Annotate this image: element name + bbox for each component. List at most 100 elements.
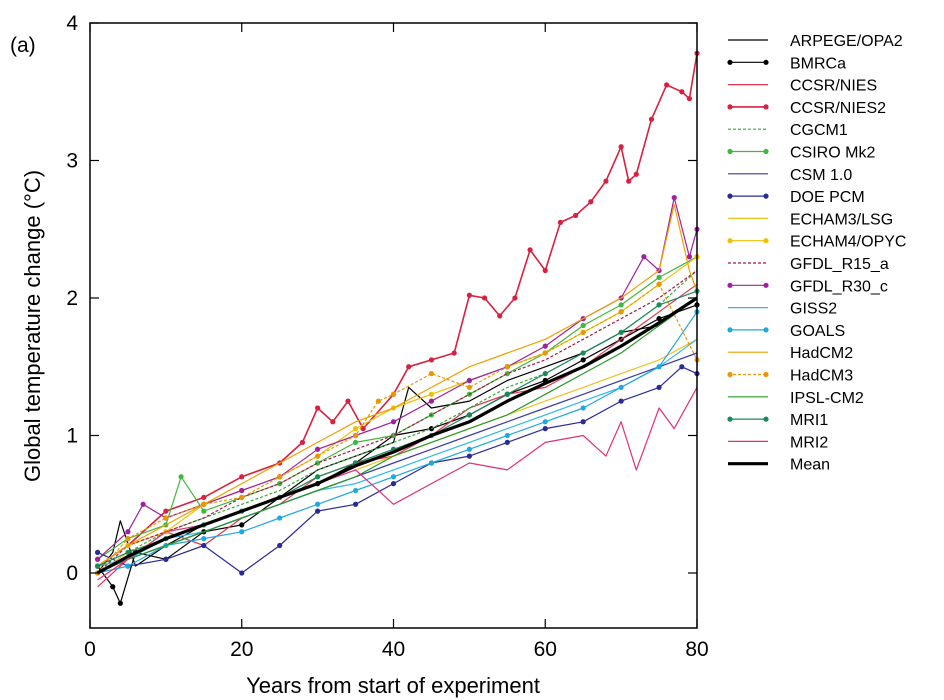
data-point bbox=[451, 350, 457, 356]
legend-marker bbox=[763, 416, 769, 422]
data-point bbox=[125, 563, 131, 569]
data-point bbox=[201, 494, 207, 500]
legend-marker bbox=[763, 282, 769, 288]
axis-ticks: 0 20 40 60 80 0 1 2 3 4 bbox=[66, 12, 708, 661]
legend-entry: CSIRO Mk2 bbox=[727, 145, 875, 162]
series-echam4-opyc bbox=[94, 254, 700, 569]
series-line-ipsl-cm2 bbox=[97, 297, 698, 574]
data-point bbox=[201, 508, 207, 514]
data-point bbox=[94, 563, 101, 569]
data-point bbox=[428, 371, 435, 377]
legend-marker bbox=[727, 282, 733, 288]
data-point bbox=[239, 474, 245, 480]
data-point bbox=[352, 487, 359, 494]
data-point bbox=[618, 384, 624, 390]
data-point bbox=[201, 542, 207, 549]
series-line-mean bbox=[96, 296, 698, 575]
data-point bbox=[603, 178, 609, 184]
legend-entry: MRI2 bbox=[728, 434, 828, 451]
data-point bbox=[352, 426, 359, 432]
data-point bbox=[315, 446, 321, 452]
legend-marker bbox=[727, 327, 733, 333]
series-giss2 bbox=[97, 338, 698, 567]
series-line-csiro-mk2 bbox=[97, 256, 698, 560]
legend-label: ECHAM3/LSG bbox=[790, 211, 893, 228]
data-point bbox=[125, 549, 131, 555]
series-ccsr-nies2 bbox=[94, 50, 700, 569]
series-doe-pcm bbox=[94, 364, 700, 576]
data-point bbox=[345, 398, 351, 404]
data-point bbox=[117, 600, 123, 606]
data-point bbox=[315, 405, 321, 411]
series-line-gfdl-r15-a bbox=[97, 270, 698, 574]
data-point bbox=[656, 364, 662, 370]
data-point bbox=[542, 343, 548, 349]
legend-entry: CGCM1 bbox=[728, 122, 848, 139]
data-point bbox=[239, 487, 245, 494]
data-point bbox=[542, 371, 548, 377]
data-point bbox=[527, 247, 533, 253]
data-point bbox=[299, 439, 306, 445]
data-point bbox=[686, 254, 693, 260]
series-cgcm1 bbox=[97, 270, 698, 574]
legend-marker bbox=[727, 148, 733, 155]
plot-area bbox=[94, 50, 700, 606]
data-point bbox=[573, 212, 579, 219]
data-point bbox=[239, 494, 245, 500]
data-point bbox=[656, 274, 662, 280]
data-point bbox=[277, 515, 283, 521]
data-point bbox=[679, 364, 685, 370]
data-point bbox=[542, 419, 548, 425]
data-point bbox=[588, 199, 594, 205]
data-point bbox=[542, 267, 548, 274]
legend-label: DOE PCM bbox=[790, 189, 865, 206]
data-point bbox=[201, 501, 207, 507]
y-tick-label: 3 bbox=[66, 150, 78, 173]
y-tick-label: 4 bbox=[66, 12, 78, 35]
panel-label: (a) bbox=[10, 34, 36, 57]
data-point bbox=[580, 357, 586, 363]
data-point bbox=[580, 405, 586, 411]
data-point bbox=[497, 313, 503, 319]
legend-entry: CCSR/NIES bbox=[728, 78, 877, 95]
data-point bbox=[504, 439, 510, 445]
legend-label: CSIRO Mk2 bbox=[790, 145, 875, 162]
legend-label: GOALS bbox=[790, 323, 845, 340]
data-point bbox=[671, 195, 677, 201]
data-point bbox=[315, 460, 321, 466]
legend-entry: GOALS bbox=[727, 323, 845, 340]
legend-entry: ECHAM3/LSG bbox=[728, 211, 893, 228]
legend-label: HadCM3 bbox=[790, 368, 853, 385]
data-point bbox=[125, 536, 131, 542]
data-point bbox=[406, 364, 412, 370]
legend-label: Mean bbox=[790, 457, 830, 474]
data-point bbox=[428, 398, 435, 404]
data-point bbox=[163, 515, 169, 521]
data-point bbox=[504, 432, 510, 439]
data-point bbox=[504, 364, 510, 370]
legend-entry: GFDL_R15_a bbox=[728, 256, 889, 273]
legend-entry: GFDL_R30_c bbox=[727, 278, 888, 295]
data-point bbox=[239, 529, 245, 535]
data-point bbox=[178, 474, 184, 480]
data-point bbox=[390, 391, 397, 397]
x-tick-label: 40 bbox=[382, 638, 405, 661]
series-line-cgcm1 bbox=[97, 270, 698, 574]
data-point bbox=[618, 144, 624, 150]
data-point bbox=[504, 371, 510, 377]
data-point bbox=[315, 453, 321, 459]
x-tick-label: 0 bbox=[84, 638, 96, 661]
data-point bbox=[163, 508, 169, 514]
data-point bbox=[466, 412, 472, 418]
series-ipsl-cm2 bbox=[97, 297, 698, 574]
data-point bbox=[390, 419, 397, 425]
legend-marker bbox=[727, 416, 733, 422]
legend-label: GISS2 bbox=[790, 301, 837, 318]
data-point bbox=[277, 474, 283, 480]
legend-marker bbox=[763, 327, 769, 333]
data-point bbox=[686, 96, 693, 102]
data-point bbox=[542, 426, 548, 432]
legend-label: HadCM2 bbox=[790, 345, 853, 362]
x-tick-label: 60 bbox=[534, 638, 557, 661]
data-point bbox=[664, 82, 670, 88]
